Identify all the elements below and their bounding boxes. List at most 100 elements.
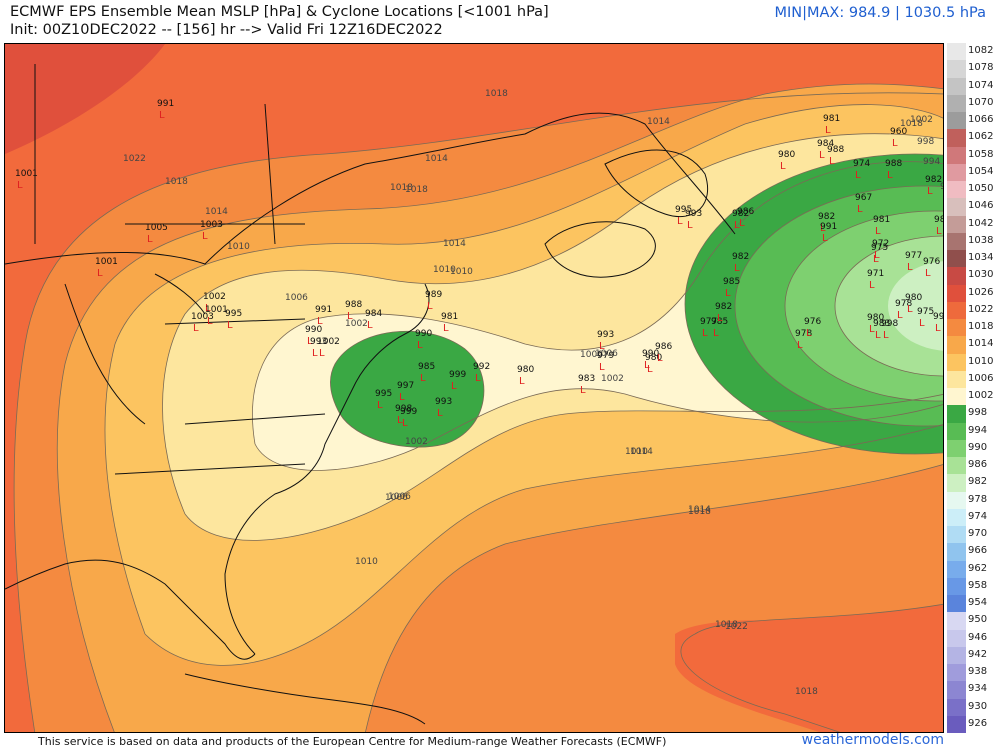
contour-label: 1010	[433, 265, 456, 275]
colorbar-label: 926	[968, 717, 988, 729]
colorbar-swatch	[947, 250, 966, 268]
contour-label: 1022	[123, 154, 146, 164]
cyclone-pressure-value: 977	[700, 317, 717, 327]
low-l-icon: L	[927, 186, 933, 197]
contour-label: 1018	[900, 119, 923, 129]
colorbar-swatch	[947, 664, 966, 682]
colorbar-label: 1006	[968, 372, 994, 384]
colorbar-label: 958	[968, 579, 988, 591]
colorbar-label: 1030	[968, 269, 994, 281]
cyclone-pressure-value: 991	[820, 222, 837, 232]
contour-label: 1022	[725, 622, 748, 632]
colorbar-swatch	[947, 715, 966, 733]
cyclone-pressure-value: 995	[225, 309, 242, 319]
contour-label: 1018	[405, 185, 428, 195]
cyclone-pressure-value: 1005	[145, 223, 168, 233]
low-l-icon: L	[437, 408, 443, 419]
chart-title: ECMWF EPS Ensemble Mean MSLP [hPa] & Cyc…	[10, 4, 549, 20]
colorbar-label: 1026	[968, 286, 994, 298]
low-l-icon: L	[399, 392, 405, 403]
site-link[interactable]: weathermodels.com	[801, 732, 944, 748]
data-attribution: This service is based on data and produc…	[38, 735, 667, 748]
cyclone-pressure-value: 998	[881, 319, 898, 329]
cyclone-pressure-value: 981	[823, 114, 840, 124]
colorbar-step: 1046	[947, 198, 997, 216]
low-l-icon: L	[451, 381, 457, 392]
low-l-icon: L	[307, 336, 313, 347]
cyclone-pressure-value: 981	[441, 312, 458, 322]
colorbar-legend: 1082 1078 1074 1070 1066 1062 1058 1054 1050 1046…	[947, 43, 997, 733]
low-l-icon: L	[925, 268, 931, 279]
colorbar-label: 934	[968, 683, 988, 695]
contour-label: 990	[940, 182, 944, 192]
colorbar-label: 1010	[968, 355, 994, 367]
colorbar-swatch	[947, 163, 966, 181]
low-l-icon: L	[202, 231, 208, 242]
colorbar-label: 966	[968, 545, 988, 557]
low-l-icon: L	[907, 262, 913, 273]
low-l-icon: L	[312, 348, 318, 359]
low-l-icon: L	[713, 328, 719, 339]
cyclone-pressure-value: 985	[711, 317, 728, 327]
colorbar-swatch	[947, 77, 966, 95]
colorbar-step: 1078	[947, 60, 997, 78]
colorbar-label: 970	[968, 528, 988, 539]
cyclone-pressure-value: 985	[418, 362, 435, 372]
colorbar-swatch	[947, 301, 966, 319]
colorbar-swatch	[947, 577, 966, 595]
cyclone-pressure-value: 993	[597, 330, 614, 340]
colorbar-swatch	[947, 267, 966, 285]
cyclone-pressure-value: 1002	[203, 292, 226, 302]
cyclone-pressure-value: 993	[435, 397, 452, 407]
cyclone-locations: 991L1001L1001L1005L1003L995L1002L1003L10…	[15, 99, 944, 429]
low-l-icon: L	[580, 385, 586, 396]
colorbar-label: 1034	[968, 252, 994, 263]
colorbar-swatch	[947, 646, 966, 664]
low-l-icon: L	[147, 234, 153, 245]
low-l-icon: L	[367, 320, 373, 331]
colorbar-label: 942	[968, 648, 988, 660]
colorbar-label: 1082	[968, 45, 994, 56]
colorbar-swatch	[947, 457, 966, 475]
low-l-icon: L	[420, 373, 426, 384]
cyclone-pressure-value: 1001	[95, 257, 118, 267]
low-l-icon: L	[936, 226, 942, 237]
low-l-icon: L	[829, 156, 835, 167]
coastal-low-998	[330, 331, 484, 448]
colorbar-label: 1018	[968, 321, 994, 332]
cyclone-pressure-value: 981	[934, 215, 944, 225]
chart-subtitle: Init: 00Z10DEC2022 -- [156] hr --> Valid…	[10, 22, 443, 38]
colorbar-step: 930	[947, 698, 997, 716]
colorbar-swatch	[947, 232, 966, 250]
cyclone-pressure-value: 972	[872, 239, 889, 249]
colorbar-label: 1022	[968, 303, 994, 315]
contour-label: 994	[923, 157, 940, 167]
cyclone-pressure-value: 983	[578, 374, 595, 384]
low-l-icon: L	[319, 348, 325, 359]
colorbar-step: 1054	[947, 163, 997, 181]
colorbar-label: 954	[968, 597, 988, 608]
low-l-icon: L	[725, 288, 731, 299]
colorbar-swatch	[947, 129, 966, 147]
low-l-icon: L	[875, 226, 881, 237]
low-l-icon: L	[819, 150, 825, 161]
cyclone-pressure-value: 977	[905, 251, 922, 261]
colorbar-step: 1070	[947, 94, 997, 112]
colorbar-swatch	[947, 112, 966, 130]
colorbar-label: 1078	[968, 62, 994, 74]
cyclone-pressure-value: 986	[737, 207, 754, 217]
